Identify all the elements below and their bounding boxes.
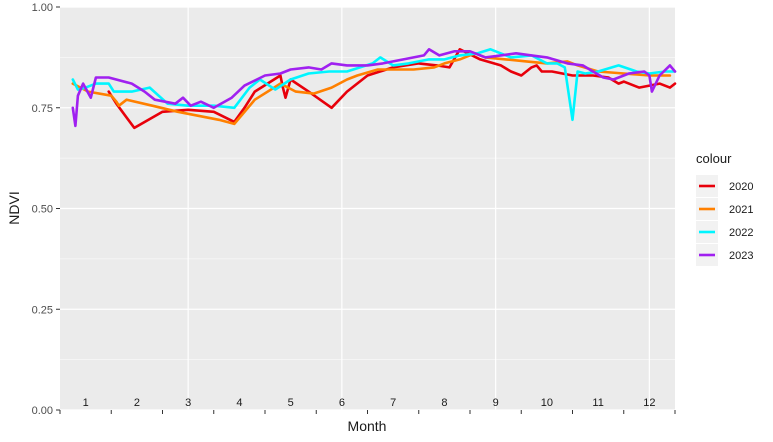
month-labels: 1 2 3 4 5 6 7 8 9 10 11 12 [83,397,656,409]
legend-label-2020: 2020 [729,181,753,193]
series-line-2022 [71,48,677,122]
month-label: 7 [390,397,396,409]
month-label: 2 [134,397,140,409]
legend-label-2023: 2023 [729,250,753,262]
month-label: 4 [236,397,242,409]
y-tick-label: 1.00 [32,2,53,14]
x-axis [59,410,676,414]
y-tick-label: 0.25 [32,304,53,316]
y-axis-title: NDVI [6,191,22,224]
month-label: 1 [83,397,89,409]
legend-title: colour [696,151,732,166]
month-label: 3 [185,397,191,409]
y-tick-label: 0.75 [32,103,53,115]
month-label: 9 [493,397,499,409]
month-label: 10 [541,397,553,409]
y-tick-label: 0.00 [32,405,53,417]
month-label: 8 [441,397,447,409]
legend-label-2021: 2021 [729,204,753,216]
legend: colour 2020 2021 2022 2023 [696,151,753,266]
series-line-2023 [71,48,677,128]
x-axis-title: Month [348,418,387,434]
y-tick-label: 0.50 [32,204,53,216]
month-label: 5 [288,397,294,409]
month-label: 11 [592,397,603,409]
y-axis: 0.00 0.25 0.50 0.75 1.00 [32,2,60,417]
series-lines [71,48,677,130]
month-label: 6 [339,397,345,409]
month-label: 12 [643,397,655,409]
legend-label-2022: 2022 [729,227,753,239]
